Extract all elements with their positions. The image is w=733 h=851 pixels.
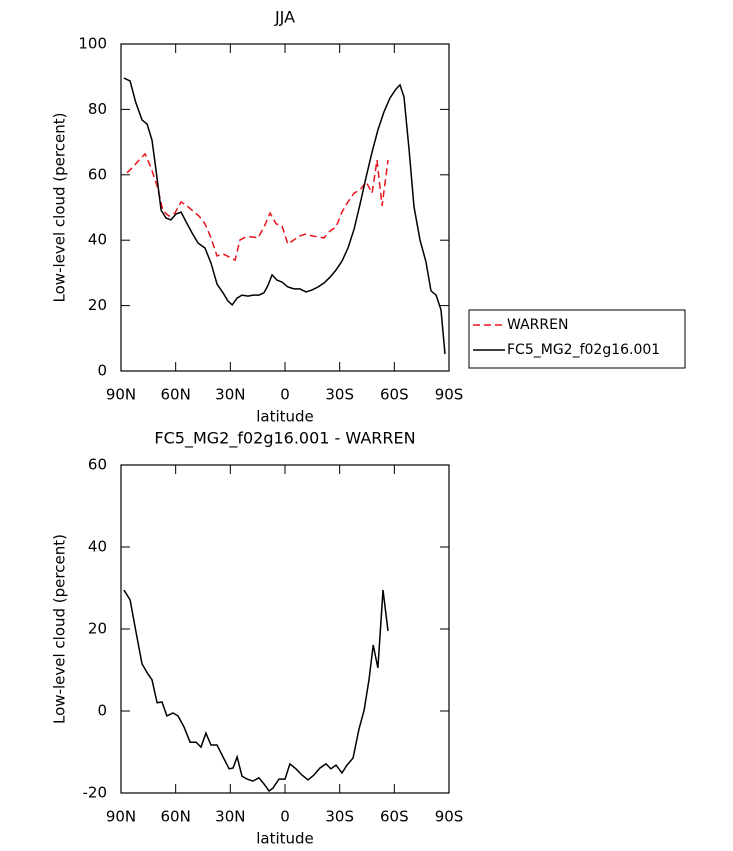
data-line [123, 77, 446, 355]
legend-label: FC5_MG2_f02g16.001 [507, 342, 660, 358]
x-axis-label: latitude [256, 408, 314, 426]
y-tick-label: 0 [97, 362, 107, 380]
y-tick-label: -20 [83, 784, 108, 802]
legend-box [468, 309, 686, 369]
x-tick-label: 60S [380, 808, 409, 826]
x-tick-label: 30N [215, 386, 245, 404]
data-line [123, 589, 389, 793]
y-tick-label: 100 [78, 35, 107, 53]
y-axis-label: Low-level cloud (percent) [51, 113, 69, 303]
x-tick-label: 60N [161, 808, 191, 826]
x-axis-label: latitude [256, 830, 314, 848]
x-tick-label: 0 [280, 386, 290, 404]
y-tick-label: 60 [88, 165, 107, 183]
legend-label: WARREN [507, 317, 568, 333]
x-tick-label: 90S [435, 386, 464, 404]
x-tick-label: 90S [435, 808, 464, 826]
plot-frame [120, 43, 450, 372]
y-tick-label: 60 [88, 456, 107, 474]
y-axis-label: Low-level cloud (percent) [51, 534, 69, 724]
x-tick-label: 30S [325, 808, 354, 826]
y-tick-label: 80 [88, 100, 107, 118]
chart-title: JJA [274, 8, 295, 27]
y-tick-label: 40 [88, 231, 107, 249]
y-tick-label: 40 [88, 538, 107, 556]
x-tick-label: 0 [280, 808, 290, 826]
chart-title: FC5_MG2_f02g16.001 - WARREN [154, 429, 415, 449]
y-tick-label: 20 [88, 296, 107, 314]
x-tick-label: 30N [215, 808, 245, 826]
y-tick-label: 20 [88, 620, 107, 638]
y-tick-label: 0 [97, 702, 107, 720]
plot-frame [120, 464, 450, 794]
x-tick-label: 30S [325, 386, 354, 404]
x-tick-label: 90N [106, 386, 136, 404]
x-tick-label: 60N [161, 386, 191, 404]
x-tick-label: 60S [380, 386, 409, 404]
x-tick-label: 90N [106, 808, 136, 826]
